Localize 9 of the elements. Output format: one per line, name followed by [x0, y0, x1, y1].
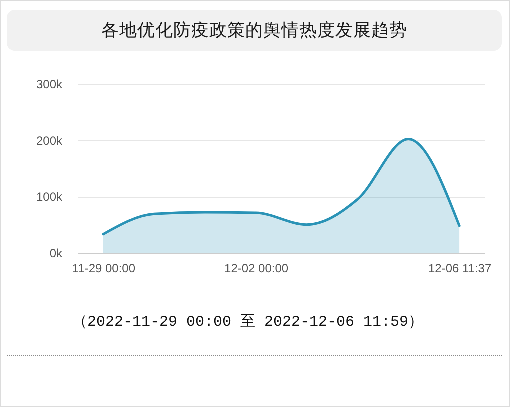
y-tick-label: 0k: [50, 246, 64, 260]
y-tick-label: 200k: [36, 134, 64, 148]
x-tick-label: 11-29 00:00: [72, 262, 136, 276]
y-tick-label: 100k: [36, 190, 64, 204]
x-tick-label: 12-06 11:37: [428, 262, 492, 276]
chart-title: 各地优化防疫政策的舆情热度发展趋势: [7, 10, 502, 51]
text: （2022-11-29 00:00 至 2022-12-06 11:59）: [71, 313, 425, 331]
x-tick-label: 12-02 00:00: [224, 262, 289, 276]
y-tick-label: 300k: [36, 78, 64, 92]
